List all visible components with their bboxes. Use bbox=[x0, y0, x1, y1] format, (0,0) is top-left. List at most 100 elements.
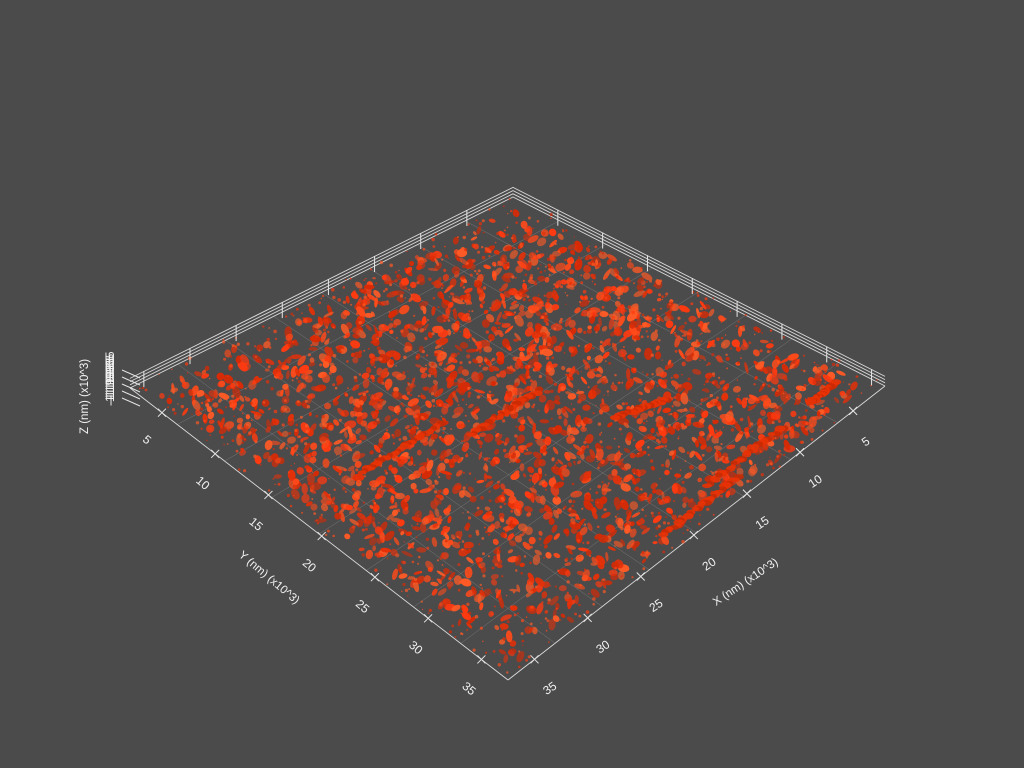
cluster-blob bbox=[362, 378, 370, 389]
point bbox=[688, 473, 691, 476]
cluster-blob bbox=[703, 388, 710, 393]
cluster-blob bbox=[355, 439, 363, 445]
point bbox=[448, 586, 452, 590]
cluster-blob bbox=[698, 463, 707, 472]
cluster-blob bbox=[568, 319, 576, 328]
point bbox=[384, 287, 388, 291]
cluster-blob bbox=[603, 269, 611, 280]
cluster-blob bbox=[370, 356, 376, 367]
point bbox=[712, 513, 715, 516]
cluster-blob bbox=[208, 390, 218, 398]
point bbox=[701, 388, 705, 392]
point bbox=[553, 287, 555, 290]
point bbox=[638, 398, 642, 402]
point bbox=[515, 425, 518, 428]
point bbox=[482, 552, 485, 556]
cluster-blob bbox=[675, 423, 682, 431]
cluster-blob bbox=[697, 312, 702, 317]
cluster-blob bbox=[664, 469, 670, 476]
point bbox=[355, 505, 358, 508]
cluster-blob bbox=[596, 291, 605, 301]
point bbox=[411, 525, 413, 527]
point bbox=[474, 614, 479, 619]
cluster-blob bbox=[389, 418, 399, 427]
point bbox=[444, 245, 446, 248]
point bbox=[580, 371, 582, 373]
cluster-blob bbox=[708, 424, 715, 436]
point bbox=[494, 563, 498, 567]
point bbox=[336, 454, 338, 456]
point bbox=[209, 434, 212, 436]
cluster-blob bbox=[425, 478, 433, 486]
cluster-blob bbox=[756, 394, 768, 401]
point bbox=[402, 404, 405, 407]
cluster-blob bbox=[601, 398, 605, 405]
point bbox=[583, 523, 587, 526]
cluster-blob bbox=[410, 293, 422, 303]
point bbox=[520, 632, 524, 636]
point bbox=[549, 212, 553, 217]
point bbox=[506, 226, 509, 229]
point bbox=[469, 273, 473, 277]
point bbox=[509, 365, 513, 369]
point bbox=[431, 399, 436, 403]
cluster-blob bbox=[248, 379, 257, 390]
cluster-blob bbox=[668, 362, 674, 369]
point bbox=[749, 422, 754, 426]
point bbox=[290, 465, 292, 467]
point bbox=[432, 296, 436, 300]
cluster-blob bbox=[355, 281, 363, 289]
point bbox=[540, 347, 542, 349]
x-tick-mark bbox=[530, 654, 539, 664]
point bbox=[696, 294, 700, 297]
cluster-blob bbox=[748, 468, 756, 477]
cluster-blob bbox=[768, 402, 777, 409]
point bbox=[626, 545, 629, 548]
point bbox=[369, 482, 372, 485]
point bbox=[546, 298, 550, 302]
cluster-blob bbox=[836, 370, 846, 376]
point bbox=[417, 562, 420, 565]
point bbox=[141, 386, 144, 390]
cluster-blob bbox=[332, 395, 341, 403]
point bbox=[318, 301, 321, 305]
cluster-blob bbox=[374, 326, 379, 337]
cluster-blob bbox=[563, 418, 568, 427]
cluster-blob bbox=[350, 352, 355, 358]
cluster-blob bbox=[464, 287, 473, 294]
point bbox=[468, 310, 471, 313]
cluster-blob bbox=[324, 339, 330, 345]
cluster-blob bbox=[518, 347, 526, 352]
point bbox=[203, 419, 206, 422]
point bbox=[295, 423, 299, 427]
point bbox=[529, 622, 533, 626]
point bbox=[599, 440, 603, 444]
cluster-blob bbox=[662, 407, 672, 414]
point bbox=[472, 512, 474, 515]
cluster-blob bbox=[359, 434, 367, 441]
point bbox=[236, 342, 240, 346]
cluster-blob bbox=[355, 428, 362, 435]
cluster-blob bbox=[780, 390, 789, 403]
cluster-blob bbox=[484, 506, 491, 511]
point bbox=[681, 373, 683, 376]
point bbox=[379, 399, 382, 402]
point bbox=[720, 336, 724, 340]
point bbox=[412, 378, 415, 381]
point bbox=[481, 362, 484, 366]
cluster-blob bbox=[472, 358, 479, 364]
point bbox=[606, 390, 610, 393]
cluster-blob bbox=[402, 435, 408, 441]
point bbox=[697, 323, 701, 327]
point bbox=[229, 364, 233, 368]
point bbox=[361, 528, 365, 532]
point bbox=[271, 418, 275, 421]
point bbox=[597, 484, 601, 489]
point bbox=[644, 514, 647, 517]
cluster-blob bbox=[650, 482, 658, 490]
cluster-blob bbox=[373, 444, 381, 453]
point bbox=[697, 522, 701, 526]
point bbox=[538, 374, 543, 379]
